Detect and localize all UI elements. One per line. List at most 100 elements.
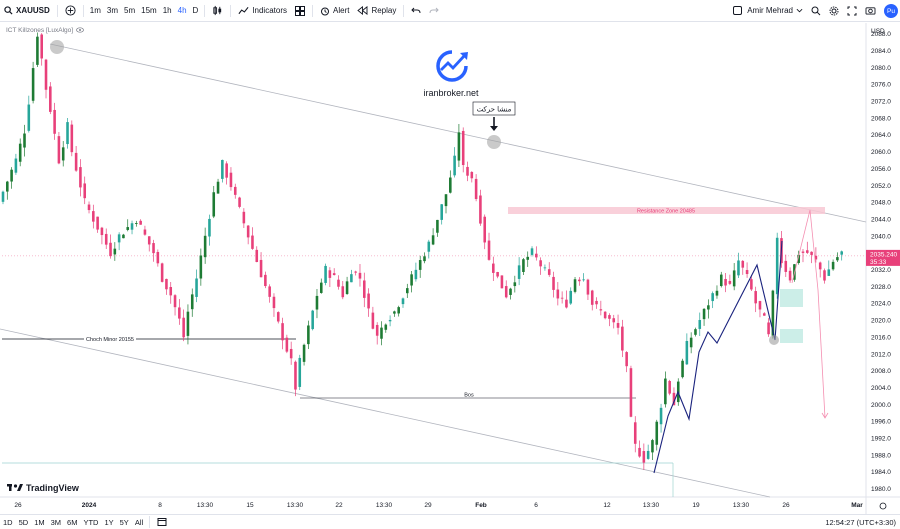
candle-body: [354, 271, 357, 273]
annotation-box[interactable]: [472, 101, 516, 116]
candle-body: [492, 263, 495, 273]
candle-body: [57, 136, 61, 164]
candle-body: [840, 251, 843, 255]
candle-body: [117, 234, 121, 243]
interval-15m[interactable]: 15m: [141, 6, 157, 15]
price-tick-label: 2060.0: [871, 149, 891, 156]
interval-d[interactable]: D: [192, 6, 199, 15]
candle-body: [547, 269, 551, 275]
plus-circle-icon: [65, 5, 76, 16]
layouts-button[interactable]: [291, 0, 309, 22]
candle-body: [616, 323, 620, 328]
bos-label: Bos: [464, 393, 474, 399]
price-tick-label: 2072.0: [871, 99, 891, 106]
channel-lower-line[interactable]: [0, 328, 771, 498]
symbol-search[interactable]: XAUUSD: [0, 0, 54, 22]
candle-body: [289, 348, 293, 359]
interval-1m[interactable]: 1m: [89, 6, 101, 15]
candle-body: [784, 260, 788, 272]
demand-zone[interactable]: [780, 289, 803, 307]
clock[interactable]: 12:54:27 (UTC+3:30): [825, 517, 896, 527]
candle-body: [156, 251, 160, 264]
candle-body: [539, 260, 542, 267]
candle-body: [655, 421, 659, 445]
compare-button[interactable]: [61, 0, 80, 22]
candle-body: [633, 422, 637, 444]
time-tick-label: 19: [692, 502, 700, 509]
price-tick-label: 2088.0: [871, 31, 891, 38]
candle-body: [255, 249, 259, 262]
down-arrow-icon: [490, 126, 498, 131]
range-5d[interactable]: 5D: [18, 517, 29, 527]
price-tag[interactable]: [866, 249, 900, 266]
candle-body: [702, 308, 706, 320]
candle-body: [393, 311, 396, 314]
candle-body: [732, 270, 736, 287]
interval-3m[interactable]: 3m: [106, 6, 119, 15]
candle-body: [113, 248, 117, 255]
interval-1h[interactable]: 1h: [162, 6, 172, 15]
projection-path[interactable]: [791, 209, 826, 419]
projection-arrow: [821, 412, 829, 419]
candle-body: [246, 225, 250, 238]
snapshot-button[interactable]: [861, 0, 880, 22]
quick-search-button[interactable]: [807, 0, 825, 22]
candle-body: [728, 280, 732, 284]
redo-button[interactable]: [425, 0, 443, 22]
range-1d[interactable]: 1D: [3, 517, 13, 527]
resistance-zone[interactable]: [508, 207, 825, 214]
publish-button[interactable]: Pu: [884, 4, 898, 18]
chart-type-button[interactable]: [208, 0, 227, 22]
divider: [230, 4, 232, 17]
alert-button[interactable]: Alert: [316, 0, 353, 22]
search-icon: [4, 6, 13, 15]
candle-body: [470, 171, 474, 179]
layout-name-button[interactable]: Amir Mehrad: [729, 0, 807, 22]
candle-body: [165, 278, 168, 290]
range-1m[interactable]: 1M: [34, 517, 45, 527]
replay-button[interactable]: Replay: [353, 0, 400, 22]
axis-settings-icon[interactable]: [879, 502, 887, 510]
divider: [82, 4, 84, 17]
candle-body: [259, 259, 263, 278]
candle-body: [457, 132, 461, 161]
candle-body: [461, 130, 465, 166]
candle-body: [659, 407, 663, 425]
alarm-clock-icon: [321, 7, 329, 15]
price-tick-label: 2020.0: [871, 318, 891, 325]
price-tag-countdown: 35:33: [870, 259, 887, 266]
date-range-button[interactable]: [153, 517, 171, 528]
choch-label-bg: [84, 335, 136, 343]
range-6m[interactable]: 6M: [67, 517, 78, 527]
range-5y[interactable]: 5Y: [119, 517, 129, 527]
range-3m[interactable]: 3M: [50, 517, 62, 527]
zigzag-structure[interactable]: [653, 240, 783, 474]
candle-body: [762, 313, 766, 316]
time-tick-label: 15: [246, 502, 254, 509]
price-tick-label: 2068.0: [871, 115, 891, 122]
indicator-name: ICT Killzones [LuxAlgo]: [6, 27, 73, 34]
eye-icon[interactable]: [76, 27, 84, 33]
candle-body: [496, 272, 499, 277]
alert-label: Alert: [333, 6, 350, 15]
swing-high-marker[interactable]: [487, 135, 501, 149]
range-1y[interactable]: 1Y: [104, 517, 114, 527]
tv-logo-slash: [17, 484, 23, 491]
candle-body: [453, 155, 456, 176]
interval-5m[interactable]: 5m: [124, 6, 136, 15]
range-all[interactable]: All: [134, 517, 144, 527]
price-tick-label: 2016.0: [871, 334, 891, 341]
candle-body: [612, 318, 616, 323]
undo-button[interactable]: [407, 0, 425, 22]
indicators-button[interactable]: Indicators: [234, 0, 291, 22]
swing-high-marker[interactable]: [50, 40, 64, 54]
settings-button[interactable]: [825, 0, 843, 22]
range-ytd[interactable]: YTD: [83, 517, 99, 527]
time-tick-label: 26: [14, 502, 22, 509]
demand-zone[interactable]: [780, 329, 803, 343]
candle-body: [212, 192, 216, 217]
swing-low-marker[interactable]: [769, 335, 779, 345]
interval-4h[interactable]: 4h: [177, 6, 187, 15]
fullscreen-button[interactable]: [843, 0, 861, 22]
